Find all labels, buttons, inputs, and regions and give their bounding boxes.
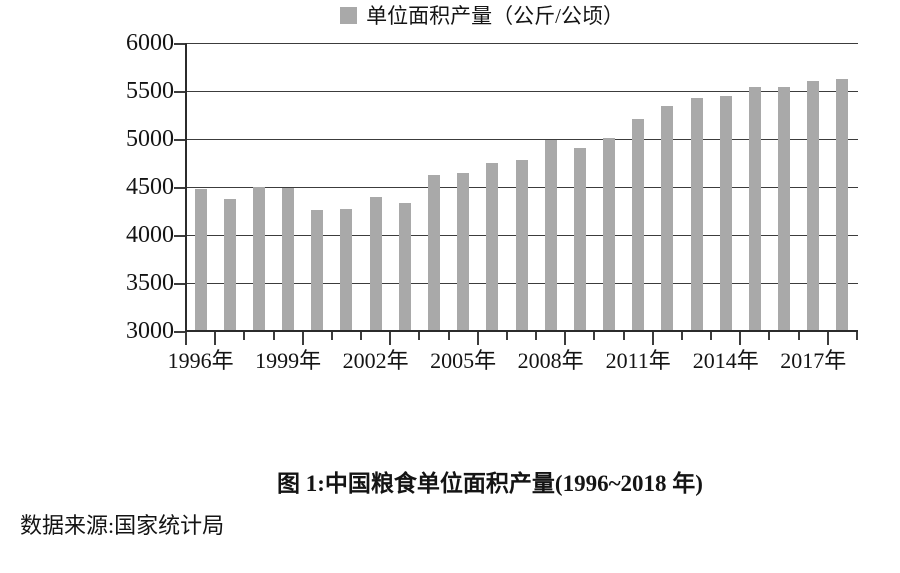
legend: 单位面积产量（公斤/公顷） [0,0,900,30]
bar-2009 [573,147,586,331]
bar-1998 [252,186,265,331]
x-axis-tick [360,331,363,340]
x-axis-tick [768,331,771,340]
x-axis-tick [739,331,742,345]
x-axis-tick [622,331,625,340]
x-axis-tick [593,331,596,340]
bar-2005 [457,173,470,331]
gridline-5000 [187,139,858,140]
gridline-6000 [187,43,858,44]
x-axis-tick [185,331,187,345]
x-axis-label-2014年: 2014年 [692,348,759,373]
y-axis-tick [174,283,186,285]
y-axis-tick [174,139,186,141]
x-axis-tick [476,331,479,345]
y-axis-label-3500: 3500 [126,270,174,296]
bar-2013 [690,98,703,331]
y-axis-tick [174,235,186,237]
x-axis-tick [535,331,538,340]
y-axis-tick [174,91,186,93]
x-axis-tick [710,331,713,340]
x-axis-label-2008年: 2008年 [517,348,584,373]
y-axis-tick [174,187,186,189]
x-axis-tick [651,331,654,345]
x-axis-line [185,330,858,332]
bar-2016 [778,87,791,331]
bar-2010 [603,138,616,331]
bar-2006 [486,162,499,331]
bar-2015 [748,86,761,331]
bar-2018 [836,79,849,331]
bar-1997 [223,198,236,331]
chart-title: 图 1:中国粮食单位面积产量(1996~2018 年) [277,471,703,496]
x-axis-tick [301,331,304,345]
y-axis-label-5500: 5500 [126,78,174,104]
bar-2003 [398,203,411,331]
x-axis-tick [214,331,217,345]
data-source-note: 数据来源:国家统计局 [20,513,225,538]
x-axis-tick [564,331,567,345]
legend-swatch-icon [340,6,358,24]
bar-1999 [282,187,295,331]
x-axis-label-2005年: 2005年 [430,348,497,373]
y-axis-line [185,43,187,332]
bar-1996 [194,188,207,331]
x-axis-tick [272,331,275,340]
x-axis-tick [389,331,392,345]
bar-2017 [807,80,820,331]
y-axis-label-3000: 3000 [126,318,174,344]
x-axis-tick [826,331,829,345]
bar-2012 [661,106,674,331]
y-axis-label-4000: 4000 [126,222,174,248]
bar-2001 [340,209,353,331]
bar-2004 [427,175,440,331]
x-axis-label-2011年: 2011年 [605,348,671,373]
x-axis-label-2017年: 2017年 [780,348,847,373]
y-axis-label-5000: 5000 [126,126,174,152]
bar-2007 [515,160,528,331]
y-axis-tick [174,43,186,45]
x-axis-label-2002年: 2002年 [342,348,409,373]
legend-label: 单位面积产量（公斤/公顷） [366,4,624,28]
x-axis-label-1996年: 1996年 [167,348,234,373]
x-axis-tick [797,331,800,340]
bar-2008 [544,140,557,331]
x-axis-tick [330,331,333,340]
bar-2011 [632,118,645,331]
y-axis-label-4500: 4500 [126,174,174,200]
x-axis-tick [505,331,508,340]
y-axis-label-6000: 6000 [126,30,174,56]
x-axis-tick [243,331,246,340]
x-axis-tick [418,331,421,340]
x-axis-tick [680,331,683,340]
x-axis-label-1999年: 1999年 [255,348,322,373]
bar-2000 [311,209,324,331]
bar-2002 [369,196,382,331]
bar-2014 [719,96,732,331]
gridline-5500 [187,91,858,92]
y-axis-tick [174,331,186,333]
x-axis-tick [856,331,858,340]
x-axis-tick [447,331,450,340]
